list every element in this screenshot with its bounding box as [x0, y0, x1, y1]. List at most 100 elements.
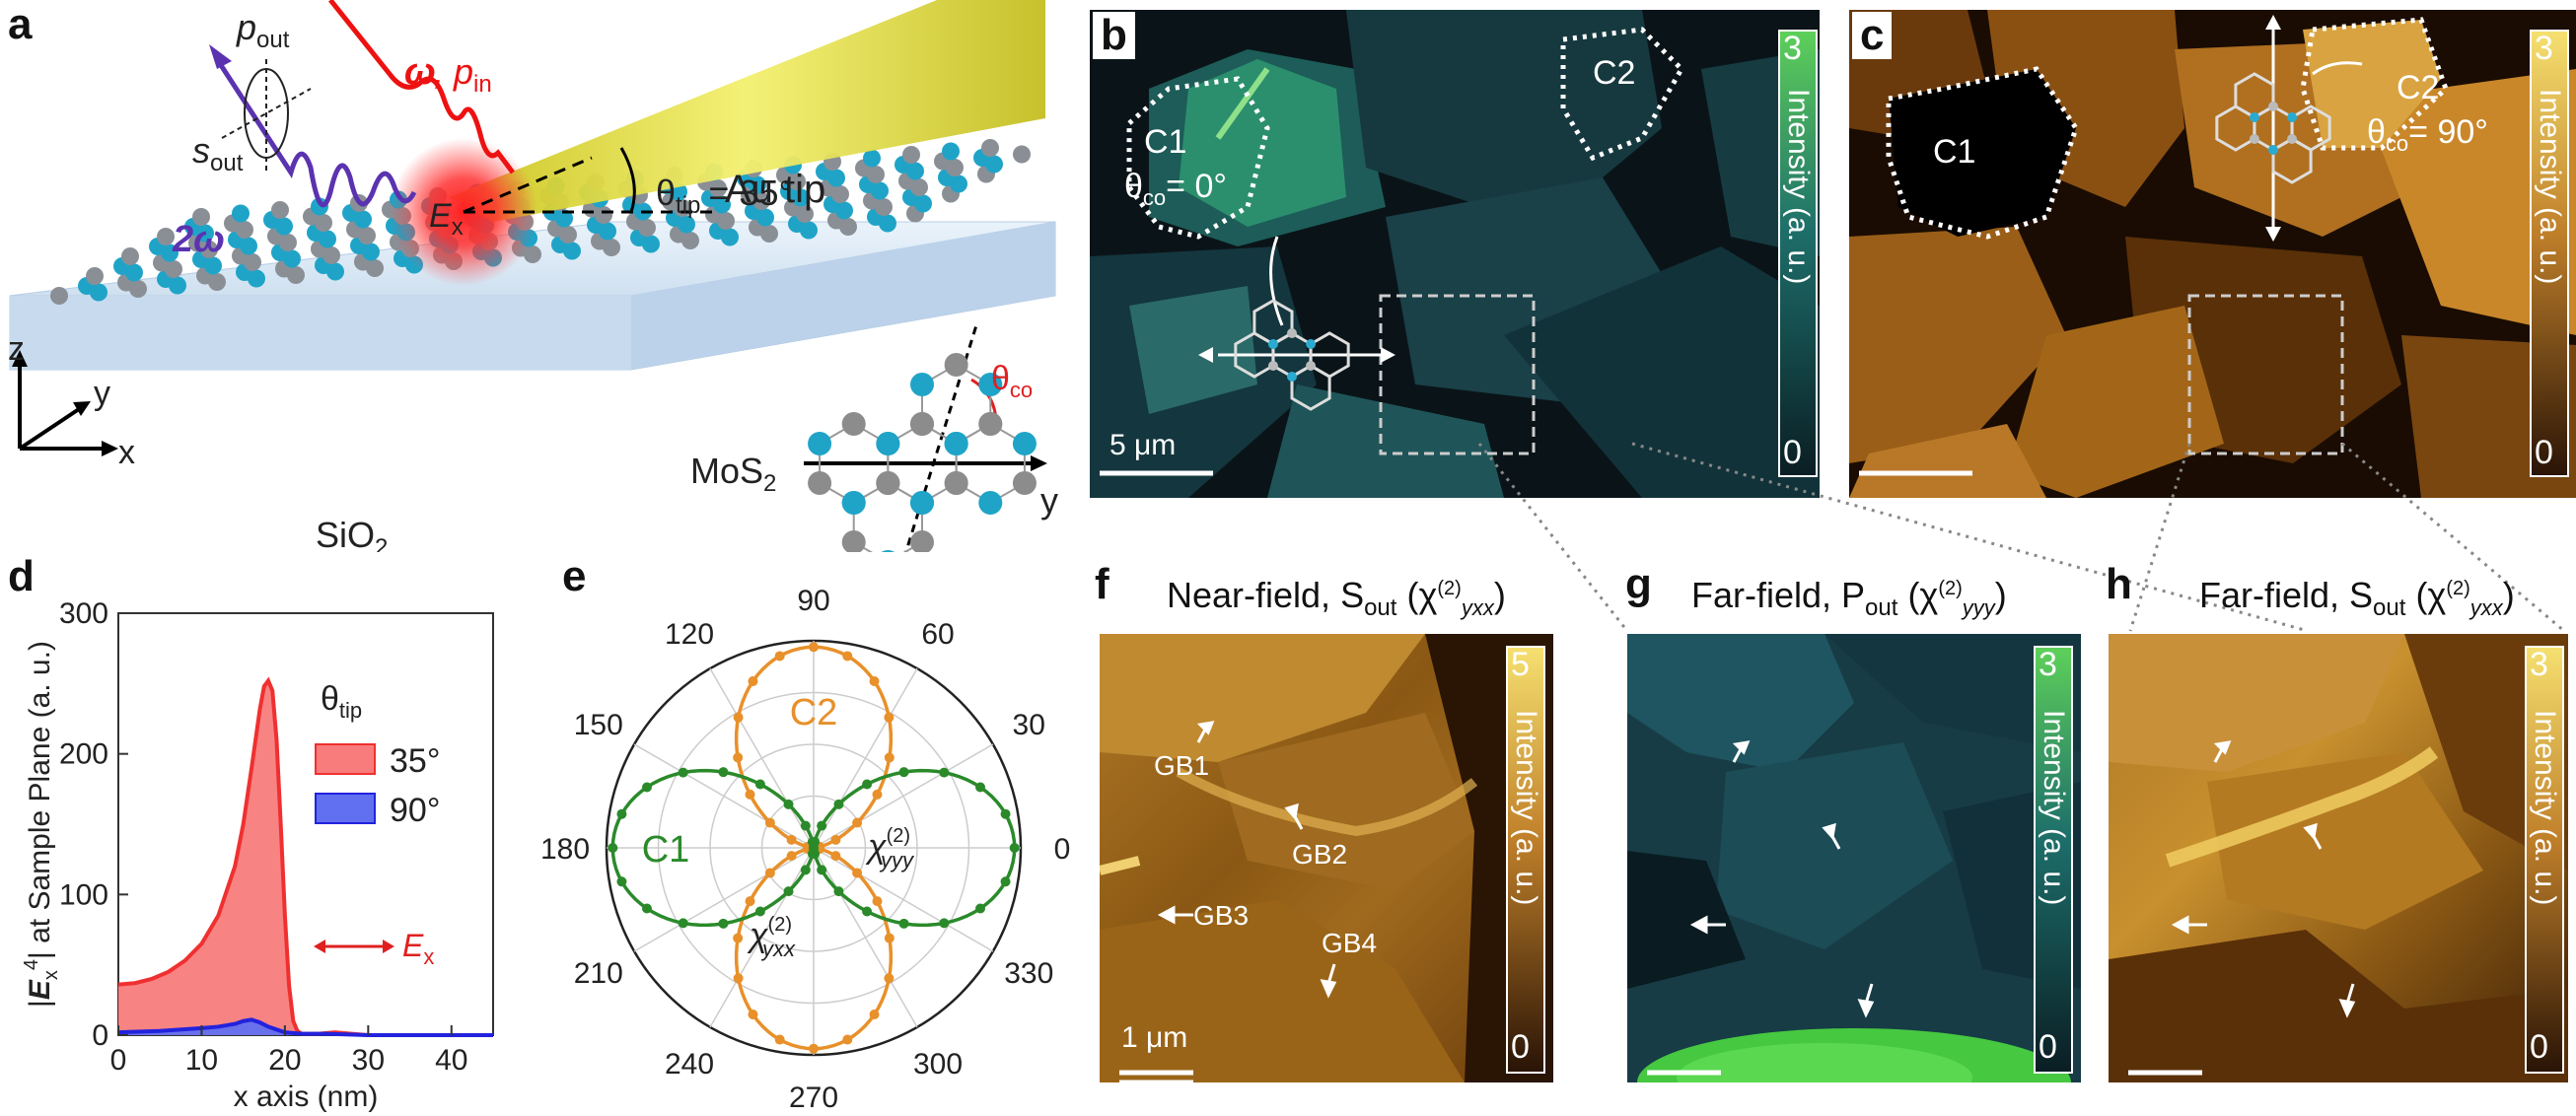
lattice-atom — [232, 204, 250, 223]
polar-angle-label: 330 — [1004, 957, 1053, 990]
polar-spoke — [709, 847, 815, 1028]
s-out-label: sout — [192, 130, 244, 176]
scale-label-f: 1 μm — [1121, 1021, 1188, 1054]
c1-point — [833, 886, 844, 897]
cbar-max-f: 5 — [1511, 646, 1530, 683]
c1-point — [898, 918, 909, 929]
colorbar-g — [2034, 646, 2073, 1074]
axis-x-label: x — [118, 434, 135, 471]
panel-label-a: a — [8, 0, 33, 48]
c2-point — [884, 752, 894, 763]
theta-co-label: θco — [991, 360, 1033, 402]
chart-panel-d: 0 10 20 30 40 0 100 200 300 x axis (nm) |Ex4| at S… — [21, 597, 494, 1113]
c2-point — [745, 896, 755, 907]
axis-y-label: y — [94, 375, 110, 412]
series-area-0 — [118, 680, 493, 1035]
c2-point — [786, 851, 797, 862]
c1-point — [975, 903, 986, 914]
cbar-label-f: Intensity (a. u.) — [1510, 710, 1542, 906]
inset-hex-atom — [876, 471, 900, 495]
y-tick-label: 200 — [59, 738, 108, 771]
colorbar-c — [2530, 30, 2569, 477]
c1-point — [783, 886, 794, 897]
inset-hex-atom — [978, 373, 1003, 396]
c2-point — [872, 896, 883, 907]
panel-label-h: h — [2106, 560, 2132, 608]
hex-atom — [2249, 112, 2259, 122]
c2-label-e: C2 — [790, 692, 838, 733]
c1-point — [754, 779, 765, 790]
polar-angle-label: 90 — [797, 585, 829, 617]
y-tick-label: 100 — [59, 878, 108, 911]
inset-hex-atom — [808, 471, 832, 495]
two-omega-label: 2ω — [172, 219, 225, 260]
c2-point — [774, 651, 785, 662]
hex-ring — [2234, 72, 2275, 119]
legend-label-1: 90° — [390, 792, 440, 829]
title-f: Near-field, Sout (χ(2)yxx) — [1167, 575, 1506, 622]
shg-wave — [214, 57, 417, 208]
hex-ring — [2271, 137, 2313, 184]
inset-hex-atom — [1012, 432, 1037, 455]
hex-atom — [2268, 145, 2278, 155]
c1-point — [800, 865, 811, 875]
c2-point — [774, 1034, 785, 1045]
c2-point — [764, 868, 775, 878]
annotation-arrowhead-l — [314, 940, 325, 953]
c1-point — [800, 820, 811, 831]
x-tick-label: 10 — [185, 1044, 218, 1077]
c1-point — [783, 799, 794, 809]
panel-label-c: c — [1852, 12, 1893, 59]
c2-point — [884, 712, 894, 723]
lattice-atom — [863, 149, 881, 168]
c2-label-c: C2 — [2397, 69, 2440, 106]
au-tip — [449, 0, 1045, 222]
c2-point — [809, 1043, 819, 1054]
legend-title-d: θtip — [321, 680, 362, 723]
polar-angle-label: 30 — [1013, 709, 1045, 741]
cbar-min-g: 0 — [2039, 1028, 2057, 1066]
polar-angle-label: 0 — [1054, 833, 1071, 866]
inset-hex-atom — [910, 412, 934, 436]
c2-point — [884, 933, 894, 943]
y-tick-label: 0 — [92, 1019, 108, 1052]
c1-point — [939, 918, 950, 929]
c1-theta-label-b: θco= 0° — [1124, 168, 1227, 210]
map-panel-f: GB1 GB2 GB3 GB4 1 μm — [1100, 634, 1553, 1082]
lattice-atom — [942, 142, 960, 161]
c1-point — [817, 865, 827, 875]
colorbar-h — [2525, 646, 2564, 1074]
lattice-atom — [121, 247, 139, 265]
polar-angle-label: 210 — [574, 957, 623, 990]
panel-label-d: d — [8, 552, 35, 600]
polar-angle-label: 150 — [574, 709, 623, 741]
c2-point — [733, 973, 744, 984]
x-axis-label-d: x axis (nm) — [234, 1081, 379, 1113]
c1-point — [817, 820, 827, 831]
inset-hex-atom — [910, 373, 934, 396]
c2-label-b: C2 — [1593, 54, 1636, 92]
y-axis-label-d: |Ex4| at Sample Plane (a. u.) — [21, 641, 62, 1008]
au-tip-label: Au tip — [725, 168, 825, 211]
field-ex-label: Ex — [429, 197, 464, 241]
cbar-min-f: 0 — [1511, 1028, 1530, 1066]
panel-label-e: e — [562, 552, 587, 600]
polar-spoke — [813, 847, 994, 952]
chi-yyy-label: χ(2) yyy — [865, 825, 915, 872]
annotation-label-d: Ex — [402, 928, 434, 969]
c2-point — [733, 752, 744, 763]
c2-point — [745, 789, 755, 800]
c2-point — [852, 868, 863, 878]
polar-angle-label: 240 — [665, 1048, 714, 1081]
polar-spoke — [813, 847, 918, 1028]
panel-label-b: b — [1093, 12, 1135, 59]
colorbar-f — [1506, 646, 1545, 1074]
title-h: Far-field, Sout (χ(2)yxx) — [2199, 575, 2515, 622]
hex-ring — [1252, 299, 1294, 346]
inset-hex-atom — [944, 432, 968, 455]
p-out-label: pout — [236, 7, 290, 53]
polar-spoke — [633, 847, 815, 952]
lattice-atom — [192, 208, 210, 226]
omega-label: ω — [404, 51, 436, 93]
c1-point — [833, 799, 844, 809]
